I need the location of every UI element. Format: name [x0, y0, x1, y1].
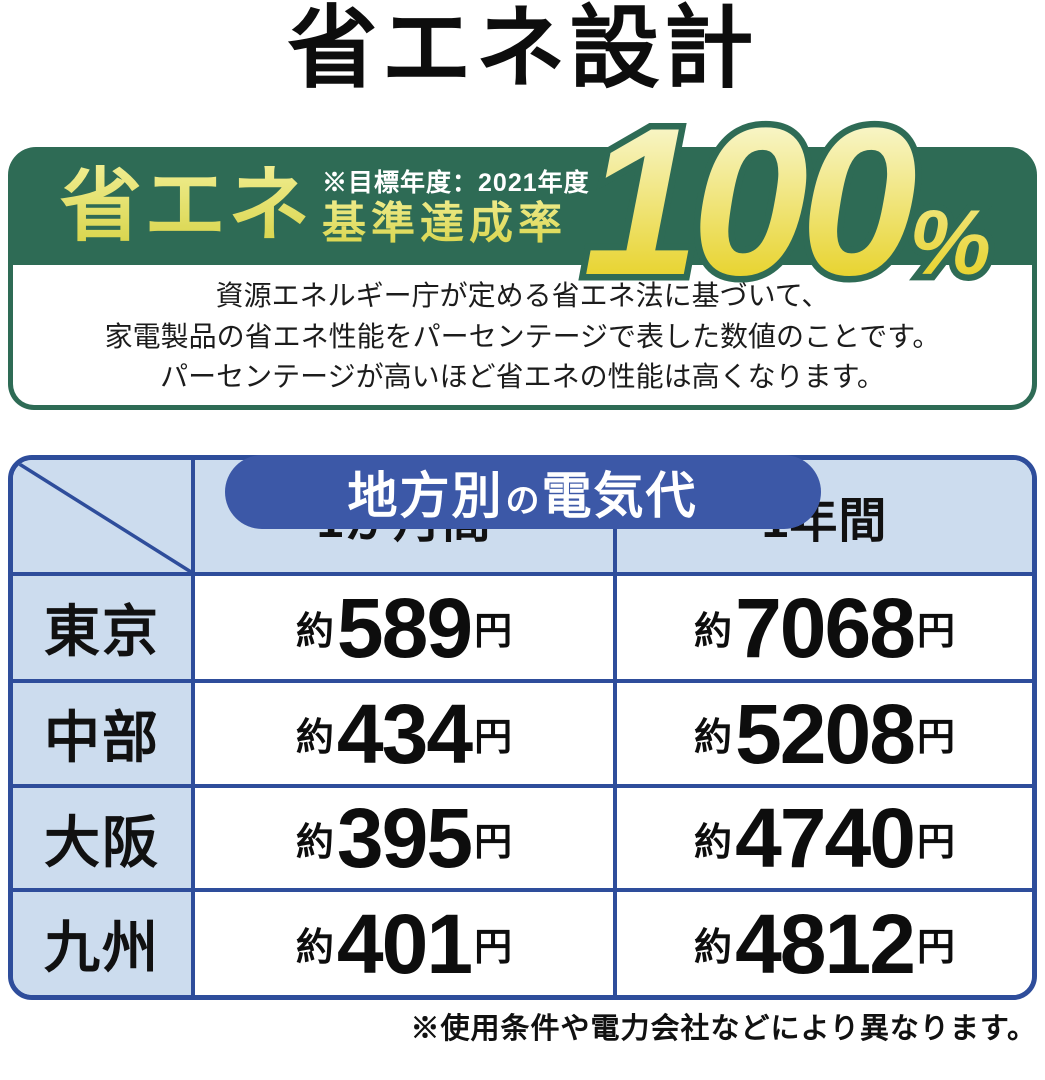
- achievement-rate-label: 基準達成率: [322, 199, 590, 250]
- chubu-month-cost: 約 434 円: [195, 683, 617, 788]
- yen-suffix: 円: [916, 611, 955, 653]
- approx-prefix: 約: [694, 821, 733, 864]
- yen-suffix: 円: [474, 927, 513, 969]
- yen-suffix: 円: [916, 927, 955, 969]
- table-title-part-1: 地方別: [347, 468, 504, 524]
- approx-prefix: 約: [295, 821, 334, 864]
- cost-value: 7068: [735, 580, 916, 675]
- description-line-1: 資源エネルギー庁が定める省エネ法に基づいて、: [215, 280, 830, 311]
- tokyo-year-cost: 約 7068 円: [617, 576, 1032, 683]
- tokyo-month-cost: 約 589 円: [195, 576, 617, 683]
- table-title-part-3: 電気代: [541, 468, 698, 524]
- region-label-chubu: 中部: [13, 683, 195, 788]
- yen-suffix: 円: [916, 717, 955, 759]
- kyushu-year-cost: 約 4812 円: [617, 892, 1032, 995]
- description-line-3: パーセンテージが高いほど省エネの性能は高くなります。: [160, 361, 885, 393]
- region-label-osaka: 大阪: [13, 788, 195, 892]
- energy-saving-banner: 省エネ ※目標年度：2021年度 基準達成率 100% 100% 資源エネルギー…: [8, 90, 1037, 410]
- yen-suffix: 円: [474, 821, 513, 864]
- chubu-year-cost: 約 5208 円: [617, 683, 1032, 788]
- percent-display: 100% 100%: [576, 84, 997, 319]
- approx-prefix: 約: [694, 717, 733, 759]
- cost-value: 401: [336, 896, 473, 991]
- yen-suffix: 円: [474, 717, 513, 759]
- osaka-year-cost: 約 4740 円: [617, 788, 1032, 892]
- cost-value: 589: [336, 580, 473, 675]
- approx-prefix: 約: [694, 927, 733, 969]
- osaka-month-cost: 約 395 円: [195, 788, 617, 892]
- table-title-pill: 地方別 の 電気代: [224, 455, 821, 529]
- region-label-kyushu: 九州: [13, 892, 195, 995]
- cost-value: 5208: [735, 686, 916, 781]
- description-line-2: 家電製品の省エネ性能をパーセンテージで表した数値のことです。: [104, 320, 941, 352]
- approx-prefix: 約: [295, 611, 334, 653]
- table-corner-cell: [13, 460, 195, 576]
- page-title: 省エネ設計: [287, 0, 758, 99]
- cost-value: 434: [336, 686, 473, 781]
- approx-prefix: 約: [295, 717, 334, 759]
- kyushu-month-cost: 約 401 円: [195, 892, 617, 995]
- approx-prefix: 約: [295, 927, 334, 969]
- cost-value: 4812: [735, 896, 916, 991]
- percent-outline: 100%: [576, 90, 997, 313]
- banner-green-header: 省エネ ※目標年度：2021年度 基準達成率 100% 100%: [8, 90, 1037, 313]
- percent-value: 100%: [582, 84, 991, 319]
- target-year-note: ※目標年度：2021年度: [322, 168, 590, 197]
- achievement-block: ※目標年度：2021年度 基準達成率: [322, 163, 590, 250]
- cost-value: 395: [336, 791, 473, 885]
- banner-description-box: 資源エネルギー庁が定める省エネ法に基づいて、 家電製品の省エネ性能をパーセンテー…: [8, 265, 1037, 410]
- yen-suffix: 円: [474, 611, 513, 653]
- region-label-tokyo: 東京: [13, 576, 195, 683]
- yen-suffix: 円: [916, 821, 955, 864]
- table-title-part-2: の: [505, 481, 540, 520]
- energy-saving-label: 省エネ: [60, 160, 313, 251]
- diagonal-line: [13, 460, 191, 572]
- approx-prefix: 約: [694, 611, 733, 653]
- cost-value: 4740: [735, 791, 916, 885]
- usage-conditions-footnote: ※使用条件や電力会社などにより異なります。: [410, 1013, 1037, 1045]
